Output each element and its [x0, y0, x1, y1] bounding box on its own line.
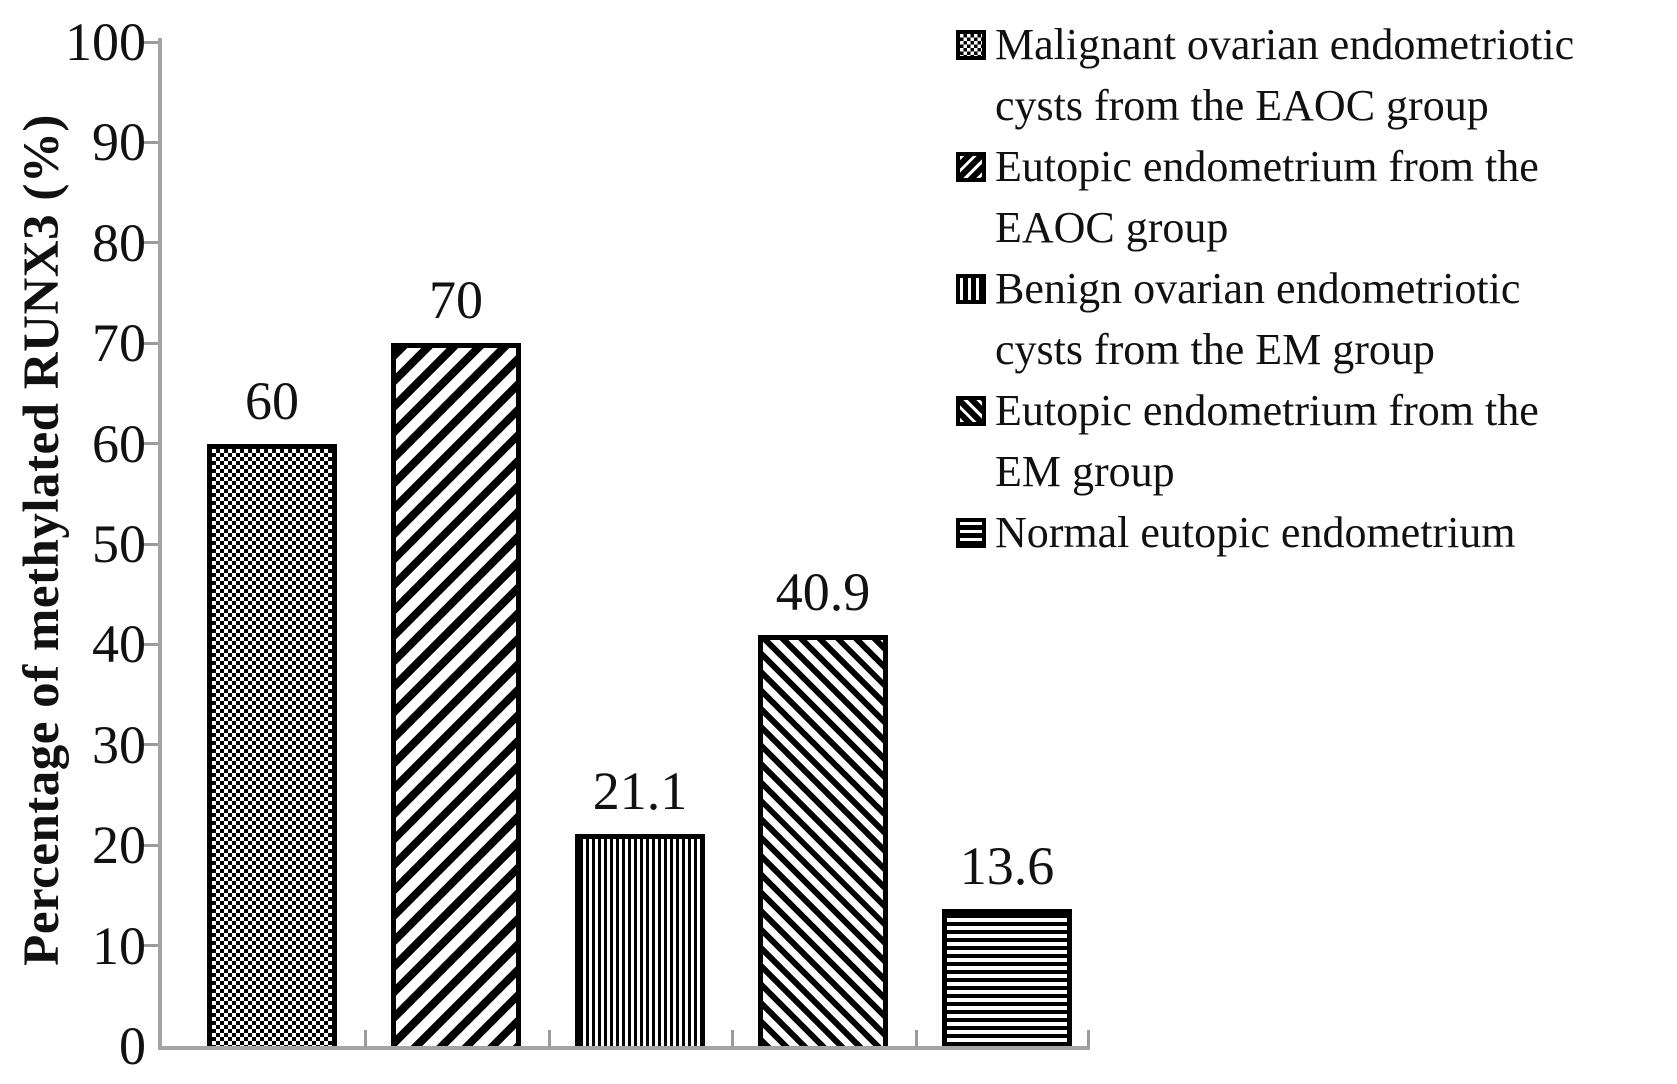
y-tick [140, 743, 158, 747]
legend-label-line: EAOC group [995, 203, 1229, 252]
legend-label-line: EM group [995, 447, 1175, 496]
legend-item-3: Benign ovarian endometriotic cysts from t… [956, 258, 1656, 380]
legend-label-line: Eutopic endometrium from the [995, 142, 1539, 191]
legend-item-5: Normal eutopic endometrium [956, 502, 1656, 563]
bar-value-label: 70 [429, 270, 483, 331]
legend-label-line: Normal eutopic endometrium [995, 508, 1516, 557]
y-tick [140, 40, 158, 44]
y-tick-label: 80 [92, 212, 146, 273]
bar-value-label: 21.1 [592, 761, 688, 822]
x-tick [548, 1030, 551, 1047]
legend-label: Eutopic endometrium from the EM group [995, 380, 1539, 502]
legend-label: Eutopic endometrium from the EAOC group [995, 136, 1539, 258]
legend-swatch-diag-back-icon [956, 396, 986, 426]
legend-label-line: Malignant ovarian endometriotic [995, 20, 1575, 69]
y-tick-label: 0 [119, 1016, 146, 1076]
y-tick-label: 10 [92, 915, 146, 976]
bar-1 [207, 443, 337, 1046]
legend-swatch-vertical-icon [956, 274, 986, 304]
bar-5 [942, 909, 1072, 1046]
y-axis-line [158, 38, 162, 1050]
legend-label-line: cysts from the EAOC group [995, 81, 1489, 130]
y-tick-label: 70 [92, 313, 146, 374]
x-tick [915, 1030, 918, 1047]
y-tick [140, 241, 158, 245]
bar-3 [575, 834, 705, 1046]
legend-item-4: Eutopic endometrium from the EM group [956, 380, 1656, 502]
legend-label-line: cysts from the EM group [995, 325, 1435, 374]
legend-label: Malignant ovarian endometriotic cysts fro… [995, 14, 1574, 136]
y-tick-label: 50 [92, 514, 146, 574]
y-tick-label: 20 [92, 815, 146, 876]
y-tick [140, 542, 158, 546]
legend-label-line: Eutopic endometrium from the [995, 386, 1539, 435]
legend-item-2: Eutopic endometrium from the EAOC group [956, 136, 1656, 258]
x-tick [364, 1030, 367, 1047]
legend-label: Normal eutopic endometrium [995, 502, 1516, 563]
x-axis-line [158, 1046, 1090, 1050]
legend-item-1: Malignant ovarian endometriotic cysts fro… [956, 14, 1656, 136]
x-tick [731, 1030, 734, 1047]
y-tick-label: 30 [92, 714, 146, 775]
bar-value-label: 60 [245, 370, 299, 431]
bar-4 [758, 635, 888, 1046]
y-tick [140, 642, 158, 646]
y-tick-label: 90 [92, 112, 146, 173]
y-tick-label: 100 [65, 12, 146, 72]
legend-label: Benign ovarian endometriotic cysts from t… [995, 258, 1520, 380]
legend-swatch-horizontal-icon [956, 518, 986, 548]
y-tick-label: 60 [92, 413, 146, 474]
legend-label-line: Benign ovarian endometriotic [995, 264, 1521, 313]
legend: Malignant ovarian endometriotic cysts fro… [956, 14, 1656, 563]
y-tick [140, 944, 158, 948]
x-tick [1087, 1030, 1090, 1047]
y-tick-label: 40 [92, 614, 146, 675]
bar-2 [391, 343, 521, 1046]
y-tick [140, 442, 158, 446]
y-tick [140, 140, 158, 144]
bar-value-label: 13.6 [959, 836, 1055, 897]
legend-swatch-checker-icon [956, 30, 986, 60]
y-tick [140, 341, 158, 345]
bar-value-label: 40.9 [775, 562, 871, 623]
legend-swatch-diag-forward-icon [956, 152, 986, 182]
y-tick [140, 843, 158, 847]
